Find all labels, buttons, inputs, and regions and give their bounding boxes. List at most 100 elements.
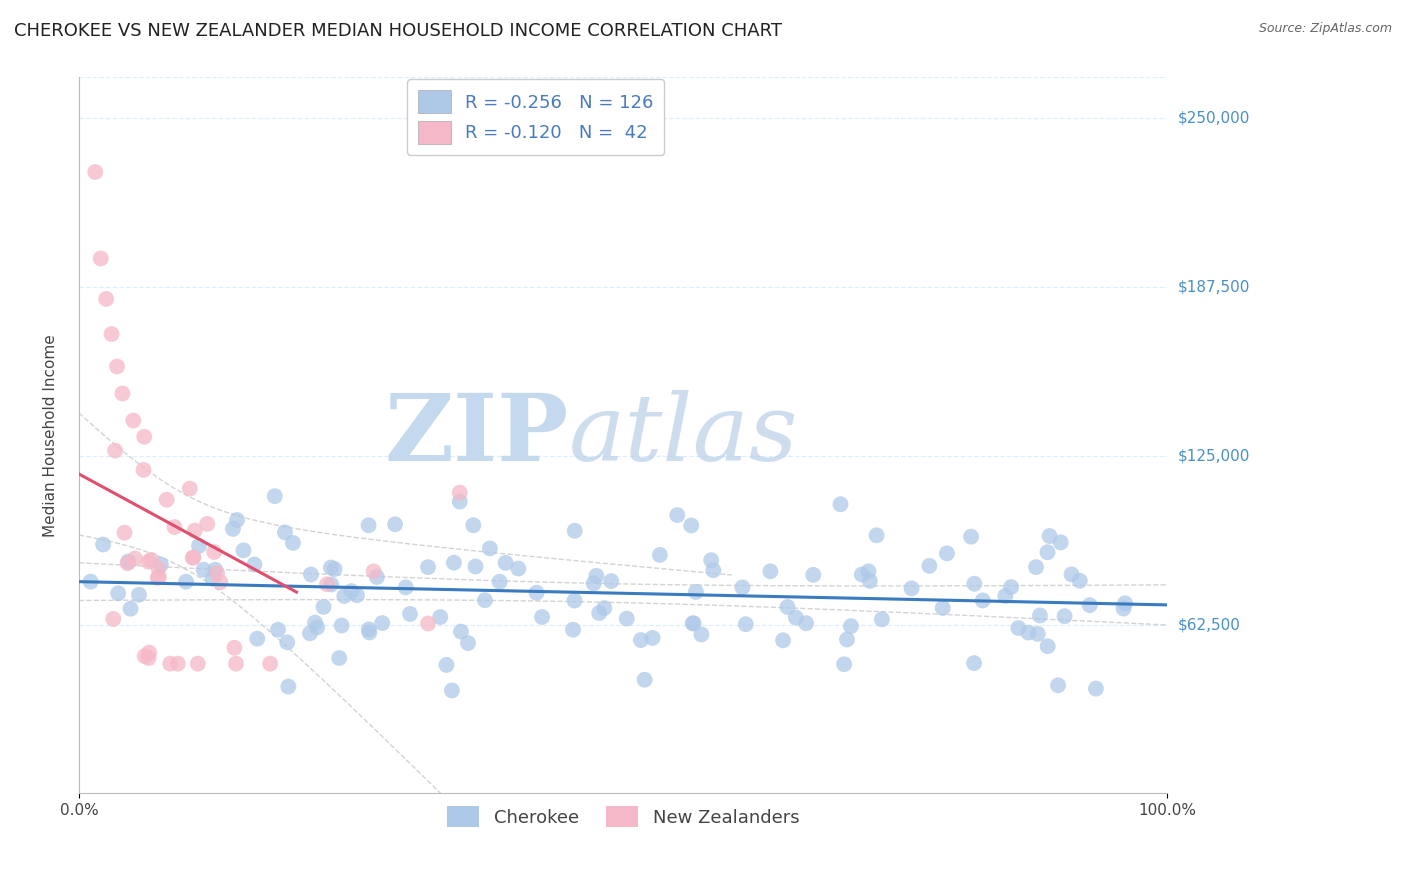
Point [366, 570, 388, 584]
Point [139, 553, 162, 567]
Point [146, 571, 169, 585]
Point [794, 616, 817, 631]
Point [785, 610, 807, 624]
Point [772, 633, 794, 648]
Point [209, 575, 232, 590]
Point [700, 553, 723, 567]
Point [304, 615, 326, 630]
Point [193, 563, 215, 577]
Point [132, 463, 155, 477]
Point [105, 359, 128, 374]
Point [759, 564, 782, 578]
Point [562, 623, 585, 637]
Point [120, 601, 142, 615]
Point [179, 482, 201, 496]
Point [188, 539, 211, 553]
Point [851, 567, 873, 582]
Point [495, 556, 517, 570]
Legend: Cherokee, New Zealanders: Cherokee, New Zealanders [439, 799, 807, 834]
Point [167, 657, 190, 671]
Point [205, 566, 228, 580]
Point [149, 558, 172, 572]
Point [384, 517, 406, 532]
Point [440, 683, 463, 698]
Point [298, 626, 321, 640]
Point [474, 593, 496, 607]
Point [138, 555, 160, 569]
Point [1049, 535, 1071, 549]
Point [357, 518, 380, 533]
Point [1036, 545, 1059, 559]
Point [163, 520, 186, 534]
Point [1114, 596, 1136, 610]
Point [156, 492, 179, 507]
Point [138, 646, 160, 660]
Point [299, 567, 322, 582]
Point [134, 649, 156, 664]
Point [666, 508, 689, 522]
Point [277, 680, 299, 694]
Point [263, 489, 285, 503]
Point [641, 631, 664, 645]
Point [100, 327, 122, 342]
Point [224, 640, 246, 655]
Point [681, 518, 703, 533]
Point [187, 657, 209, 671]
Point [328, 651, 350, 665]
Point [319, 560, 342, 574]
Point [181, 550, 204, 565]
Point [222, 522, 245, 536]
Point [464, 559, 486, 574]
Point [858, 565, 880, 579]
Y-axis label: Median Household Income: Median Household Income [44, 334, 58, 537]
Point [246, 632, 269, 646]
Point [1047, 678, 1070, 692]
Point [478, 541, 501, 556]
Point [1053, 609, 1076, 624]
Point [963, 576, 986, 591]
Point [960, 530, 983, 544]
Text: ZIP: ZIP [384, 391, 568, 481]
Point [734, 617, 756, 632]
Point [1084, 681, 1107, 696]
Point [134, 430, 156, 444]
Point [276, 635, 298, 649]
Point [232, 543, 254, 558]
Point [963, 656, 986, 670]
Point [564, 593, 586, 607]
Point [526, 586, 548, 600]
Point [585, 569, 607, 583]
Point [463, 518, 485, 533]
Text: Source: ZipAtlas.com: Source: ZipAtlas.com [1258, 22, 1392, 36]
Point [201, 572, 224, 586]
Point [564, 524, 586, 538]
Point [436, 657, 458, 672]
Point [870, 612, 893, 626]
Point [418, 616, 440, 631]
Point [307, 620, 329, 634]
Text: $187,500: $187,500 [1178, 279, 1250, 294]
Point [225, 657, 247, 671]
Point [357, 623, 380, 637]
Point [865, 528, 887, 542]
Point [312, 599, 335, 614]
Point [94, 292, 117, 306]
Point [204, 563, 226, 577]
Point [148, 570, 170, 584]
Point [839, 619, 862, 633]
Point [111, 386, 134, 401]
Point [994, 589, 1017, 603]
Point [443, 556, 465, 570]
Point [702, 563, 724, 577]
Point [1112, 601, 1135, 615]
Point [1060, 567, 1083, 582]
Point [682, 616, 704, 631]
Text: $125,000: $125,000 [1178, 448, 1250, 463]
Text: $250,000: $250,000 [1178, 111, 1250, 126]
Point [1069, 574, 1091, 588]
Point [340, 584, 363, 599]
Point [450, 624, 472, 639]
Point [801, 567, 824, 582]
Point [91, 537, 114, 551]
Point [395, 581, 418, 595]
